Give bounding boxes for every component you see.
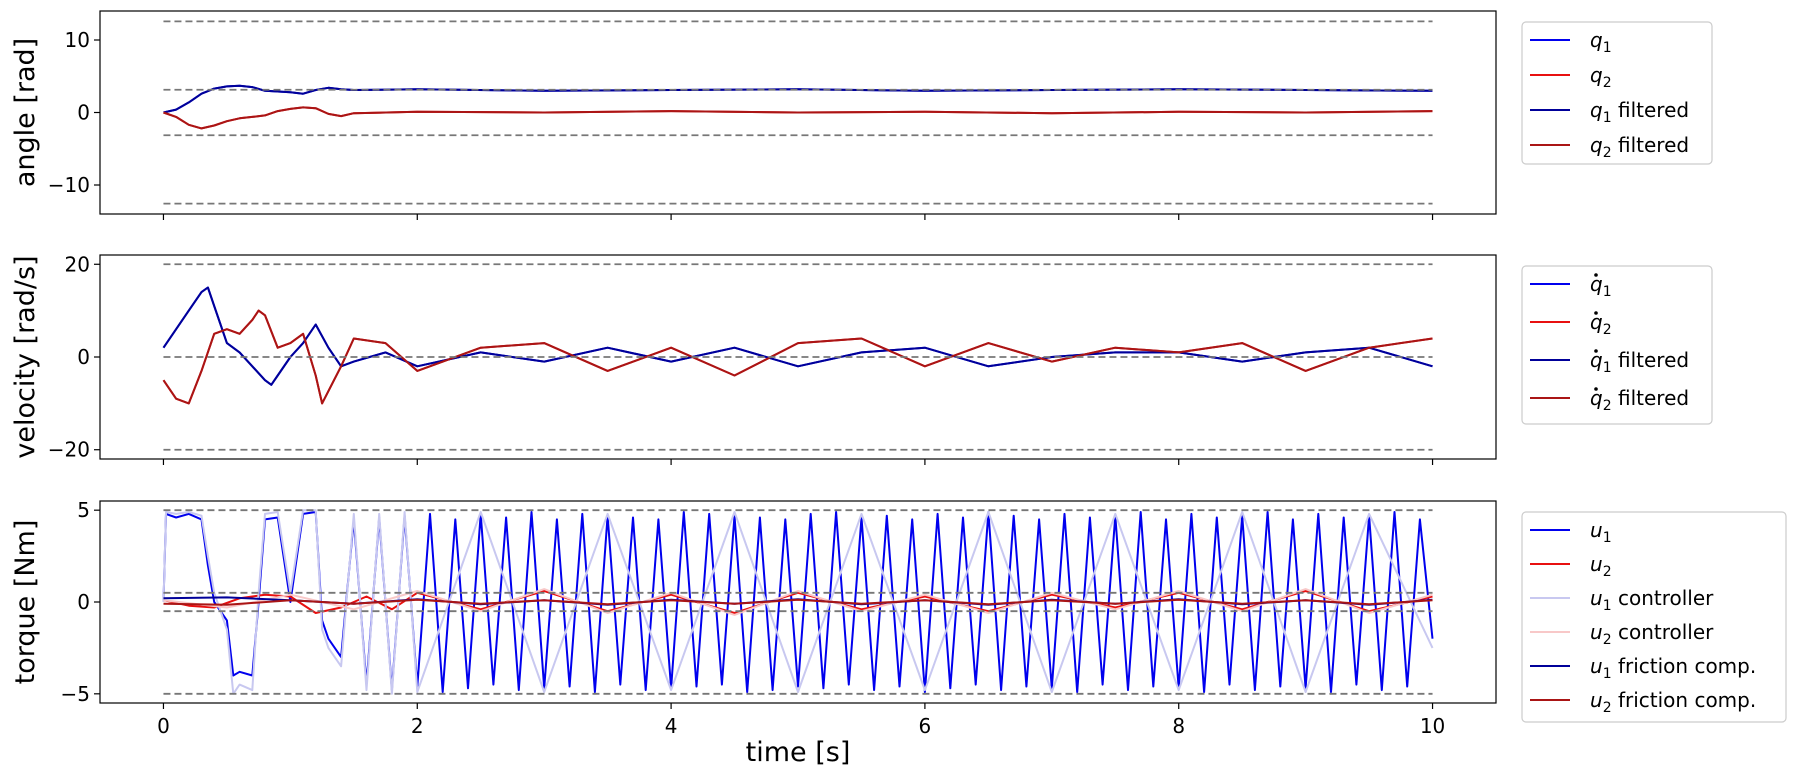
series-line-3 <box>162 509 1434 695</box>
x-axis-label: time [s] <box>746 737 851 768</box>
legend-box <box>1521 265 1713 425</box>
series-line-4 <box>162 309 1433 405</box>
panel-2: 20 0 −20 velocity [rad/s] q1 q2 q1 filtered q2 … <box>10 252 1713 465</box>
y-tick-label: 10 <box>65 28 90 52</box>
legend-label: q1 filtered <box>1590 98 1689 126</box>
x-tick-label: 8 <box>1172 714 1185 738</box>
x-tick-label: 6 <box>919 714 932 738</box>
legend-label: u2 <box>1590 552 1612 580</box>
x-tick-label: 2 <box>411 714 424 738</box>
series-line-6 <box>163 598 1433 606</box>
series-line-1 <box>162 286 1433 386</box>
plot-area <box>162 263 1433 451</box>
legend-label: u2 controller <box>1590 620 1714 648</box>
y-tick-label: 0 <box>77 345 90 369</box>
y-tick-label: 0 <box>77 101 90 125</box>
legend-label: q1 filtered <box>1590 348 1689 376</box>
y-axis-label: torque [Nm] <box>10 520 41 685</box>
x-tick-label: 4 <box>665 714 678 738</box>
y-tick-label: 20 <box>65 252 90 276</box>
legend-label: u1 friction comp. <box>1590 654 1756 682</box>
legend: q1 q2 q1 filtered q2 filtered <box>1521 21 1713 165</box>
legend-label: u1 controller <box>1590 586 1714 614</box>
legend-label: q2 <box>1590 63 1612 91</box>
derivative-dot <box>1594 387 1598 391</box>
y-tick-label: 0 <box>77 590 90 614</box>
y-axis-label: angle [rad] <box>10 38 41 187</box>
legend-label: u1 <box>1590 518 1612 546</box>
legend-label: u2 friction comp. <box>1590 688 1756 716</box>
plot-area <box>162 509 1434 695</box>
series-line-3 <box>163 84 1433 114</box>
legend-label: q1 <box>1590 272 1612 300</box>
y-tick-label: 5 <box>77 498 90 522</box>
legend: q1 q2 q1 filtered q2 filtered <box>1521 265 1713 425</box>
x-tick-label: 0 <box>157 714 170 738</box>
legend: u1 u2 u1 controller u2 controller u1 frictio… <box>1521 511 1787 723</box>
y-tick-label: −10 <box>48 173 90 197</box>
derivative-dot <box>1594 311 1598 315</box>
y-axis-label: velocity [rad/s] <box>10 255 41 458</box>
x-tick-label: 10 <box>1420 714 1445 738</box>
legend-label: q2 <box>1590 310 1612 338</box>
y-tick-label: −5 <box>61 682 90 706</box>
series-line-4 <box>163 106 1433 130</box>
legend-box <box>1521 21 1713 165</box>
legend-label: q2 filtered <box>1590 386 1689 414</box>
legend-label: q1 <box>1590 28 1612 56</box>
plot-area <box>163 20 1433 205</box>
panel-1: 10 0 −10 angle [rad] q1 q2 q1 filtered q2 filte… <box>10 10 1713 220</box>
panel-3: 0 2 4 6 8 10 5 0 −5 torque [Nm] time [s] u1 u2 u1 con… <box>10 498 1787 768</box>
series-line-2 <box>163 106 1433 130</box>
y-tick-label: −20 <box>48 438 90 462</box>
series-line-3 <box>162 286 1433 386</box>
legend-box <box>1521 511 1787 723</box>
derivative-dot <box>1594 273 1598 277</box>
derivative-dot <box>1594 349 1598 353</box>
legend-label: q2 filtered <box>1590 133 1689 161</box>
